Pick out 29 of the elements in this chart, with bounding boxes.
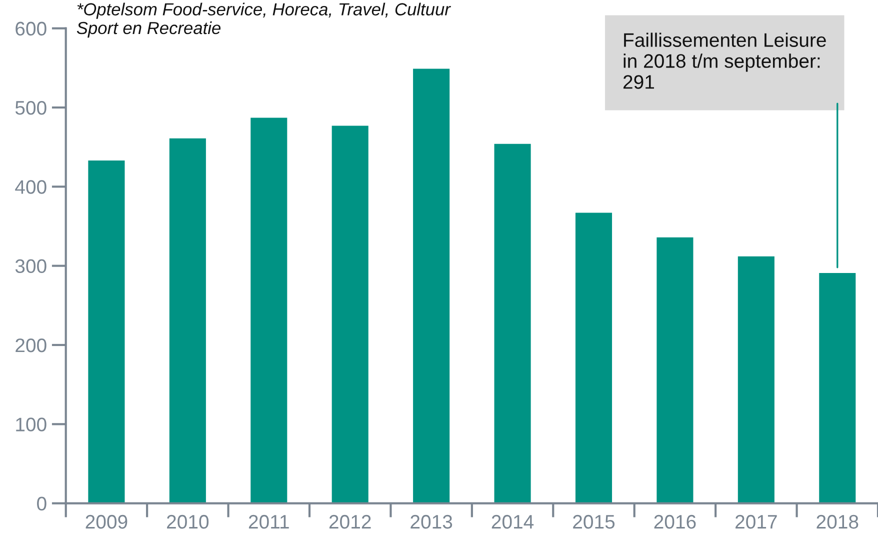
bar <box>332 126 368 504</box>
y-tick-label: 100 <box>16 418 46 432</box>
y-tick-label: 0 <box>37 496 46 511</box>
x-tick-label: 2012 <box>329 514 371 529</box>
x-tick-label: 2009 <box>86 514 128 529</box>
bar <box>250 118 288 504</box>
y-tick-label: 500 <box>15 100 46 115</box>
annotation: Faillissementen Leisure in 2018 t/m september: 291 <box>623 32 826 89</box>
x-tick-label: 2016 <box>654 514 696 529</box>
y-tick-label: 400 <box>15 180 46 194</box>
bar <box>413 68 450 504</box>
x-tick-label: 2011 <box>248 514 289 529</box>
bar <box>88 160 125 504</box>
x-tick-label: 2014 <box>492 514 534 529</box>
x-tick-label: 2018 <box>816 514 858 529</box>
y-tick-label: 200 <box>16 338 46 352</box>
y-tick-label: 300 <box>15 259 46 274</box>
annotation: *Optelsom Food-service, Horeca, Travel, Cultuur Sport en Recreatie <box>76 2 452 38</box>
bar <box>738 256 774 504</box>
x-tick-label: 2017 <box>736 514 777 529</box>
x-tick-label: 2010 <box>167 514 209 529</box>
bar <box>169 138 206 504</box>
bar <box>575 212 612 504</box>
bar <box>494 144 531 504</box>
bar <box>656 237 694 504</box>
x-tick-label: 2015 <box>573 514 615 529</box>
x-tick-label: 2013 <box>410 514 452 529</box>
bar <box>819 272 856 504</box>
y-tick-label: 600 <box>16 22 46 36</box>
